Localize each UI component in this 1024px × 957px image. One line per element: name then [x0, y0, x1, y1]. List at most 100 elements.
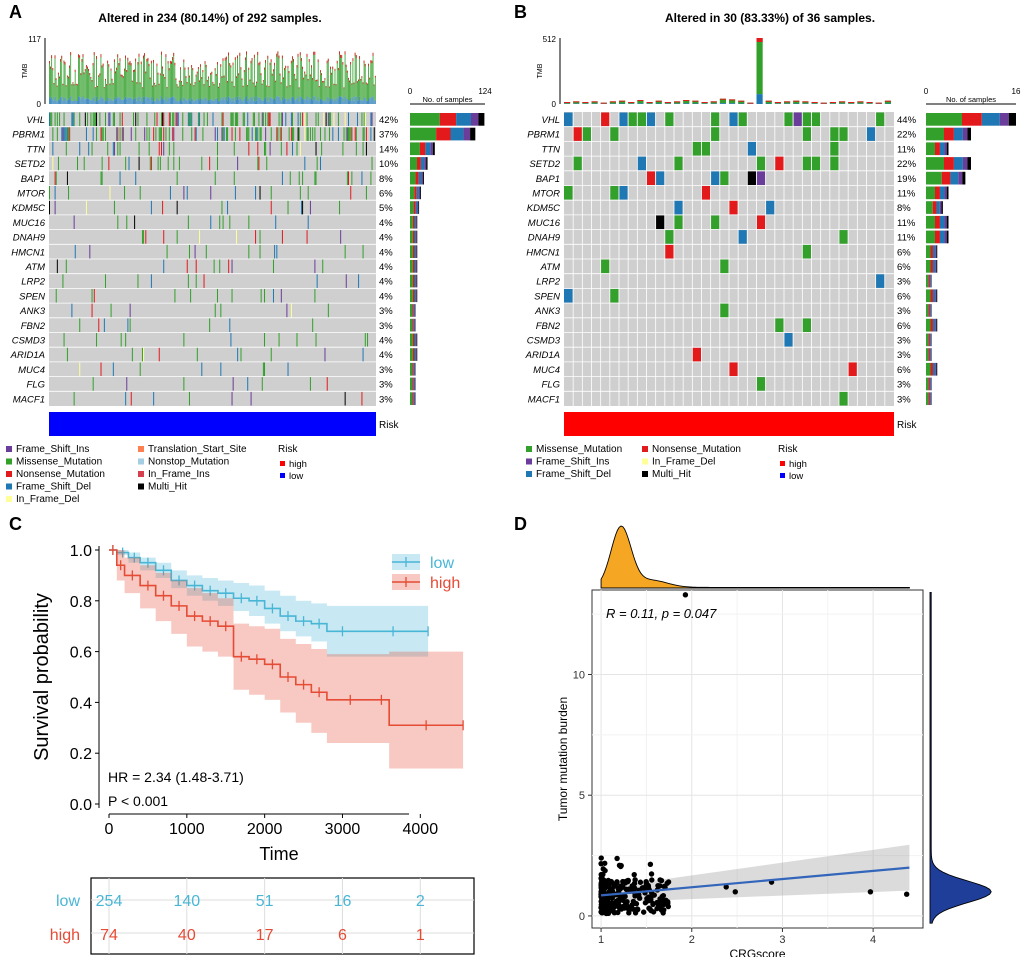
- mutation-cell: [297, 127, 299, 141]
- tmb-bar-top: [184, 67, 186, 70]
- tmb-bar: [231, 81, 233, 101]
- mutation-cell: [839, 127, 848, 141]
- sample-count-bar: [932, 201, 937, 214]
- tmb-bar-base: [206, 100, 208, 104]
- tmb-bar-base: [299, 96, 301, 104]
- tmb-bar: [68, 76, 69, 100]
- tmb-bar-top: [811, 102, 818, 104]
- mutation-cell: [325, 112, 327, 127]
- tmb-bar-base: [240, 98, 242, 104]
- tmb-bar: [119, 58, 121, 98]
- tmb-bar-base: [274, 97, 275, 104]
- tmb-bar: [96, 56, 97, 97]
- tmb-bar-base: [276, 96, 278, 104]
- mutation-cell: [55, 171, 57, 185]
- data-point: [649, 877, 655, 883]
- sample-count-bar: [936, 362, 938, 376]
- legend-risk-title: Risk: [278, 444, 298, 455]
- tmb-bar-top: [348, 77, 349, 80]
- mutation-cell: [93, 112, 95, 127]
- gene-percent: 4%: [379, 218, 393, 229]
- tmb-bar-base: [233, 101, 235, 104]
- mutation-cell: [309, 377, 311, 391]
- tmb-bar-top: [102, 63, 104, 67]
- tmb-bar: [136, 82, 138, 101]
- mutation-cell: [307, 127, 309, 141]
- risk-table-value: 17: [256, 927, 274, 944]
- tmb-bar-base: [71, 101, 73, 104]
- gene-label: ATM: [540, 262, 560, 273]
- tmb-bar-base: [166, 101, 168, 104]
- mutation-cell: [210, 215, 212, 230]
- tmb-bar-top: [248, 67, 250, 70]
- data-point: [598, 855, 604, 861]
- tmb-bar-top: [173, 52, 175, 56]
- mutation-cell: [298, 171, 300, 185]
- mutation-cell: [257, 156, 259, 171]
- mutation-cell: [202, 127, 204, 141]
- mutation-cell: [159, 127, 161, 141]
- mutation-cell: [258, 112, 260, 127]
- mutation-cell: [173, 112, 175, 127]
- tmb-bar-base: [159, 99, 161, 104]
- tmb-bar-base: [131, 100, 133, 104]
- gene-percent: 3%: [897, 277, 911, 288]
- sample-count-bar: [410, 157, 418, 170]
- tmb-bar-top: [171, 61, 172, 64]
- tmb-bar-base: [348, 100, 349, 104]
- mutation-cell: [348, 127, 350, 141]
- mutation-cell: [117, 141, 119, 156]
- tmb-bar-top: [369, 77, 371, 80]
- tmb-bar: [227, 81, 228, 101]
- mutation-cell: [91, 141, 93, 156]
- mutation-cell: [175, 112, 177, 127]
- tmb-bar: [802, 101, 809, 104]
- sample-count-bar: [424, 157, 427, 170]
- tmb-bar-base: [328, 101, 330, 104]
- sample-count-bar: [962, 171, 966, 185]
- tmb-bar-base: [90, 99, 92, 104]
- tmb-bar-top: [125, 55, 126, 59]
- tmb-bar: [82, 54, 84, 97]
- tmb-bar: [244, 57, 246, 98]
- sample-count-bar: [417, 157, 421, 170]
- tmb-bar-base: [112, 100, 114, 104]
- risk-table-value: 254: [96, 893, 123, 910]
- samples-axis-label: No. of samples: [946, 95, 996, 104]
- risk-table-value: 1: [416, 927, 425, 944]
- tmb-bar-base: [139, 100, 141, 104]
- gene-percent: 4%: [379, 350, 393, 361]
- mutation-cell: [109, 112, 111, 127]
- gene-label: TTN: [27, 144, 46, 155]
- tmb-bar-top: [193, 85, 195, 87]
- mutation-cell: [195, 259, 197, 274]
- mutation-cell: [300, 200, 302, 215]
- tmb-bar-top: [110, 68, 112, 71]
- sample-count-bar: [410, 333, 413, 347]
- sample-count-bar: [926, 230, 935, 244]
- sample-count-bar: [470, 127, 476, 141]
- mutation-cell: [337, 112, 339, 127]
- mutation-cell: [163, 127, 165, 141]
- sample-count-bar: [410, 392, 413, 405]
- tmb-bar: [302, 66, 303, 99]
- mutation-cell: [564, 288, 573, 303]
- gene-percent: 22%: [897, 159, 917, 170]
- sample-count-bar: [412, 230, 415, 244]
- tmb-bar-top: [265, 60, 266, 63]
- tmb-bar: [83, 72, 85, 100]
- gene-label: KDM5C: [12, 203, 45, 214]
- tmb-bar-top: [150, 60, 152, 64]
- tmb-bar: [213, 84, 215, 102]
- tmb-bar-base: [199, 100, 200, 104]
- sample-count-bar: [416, 245, 418, 258]
- tmb-bar: [262, 80, 264, 101]
- tmb-bar: [104, 78, 106, 101]
- tmb-bar-top: [90, 76, 92, 79]
- tmb-bar-base: [313, 96, 315, 104]
- legend-swatch: [642, 446, 648, 452]
- km-x-tick-label: 2000: [247, 821, 283, 838]
- sample-count-bar: [416, 333, 418, 347]
- tmb-bar-base: [184, 98, 186, 104]
- sample-count-bar: [928, 304, 930, 317]
